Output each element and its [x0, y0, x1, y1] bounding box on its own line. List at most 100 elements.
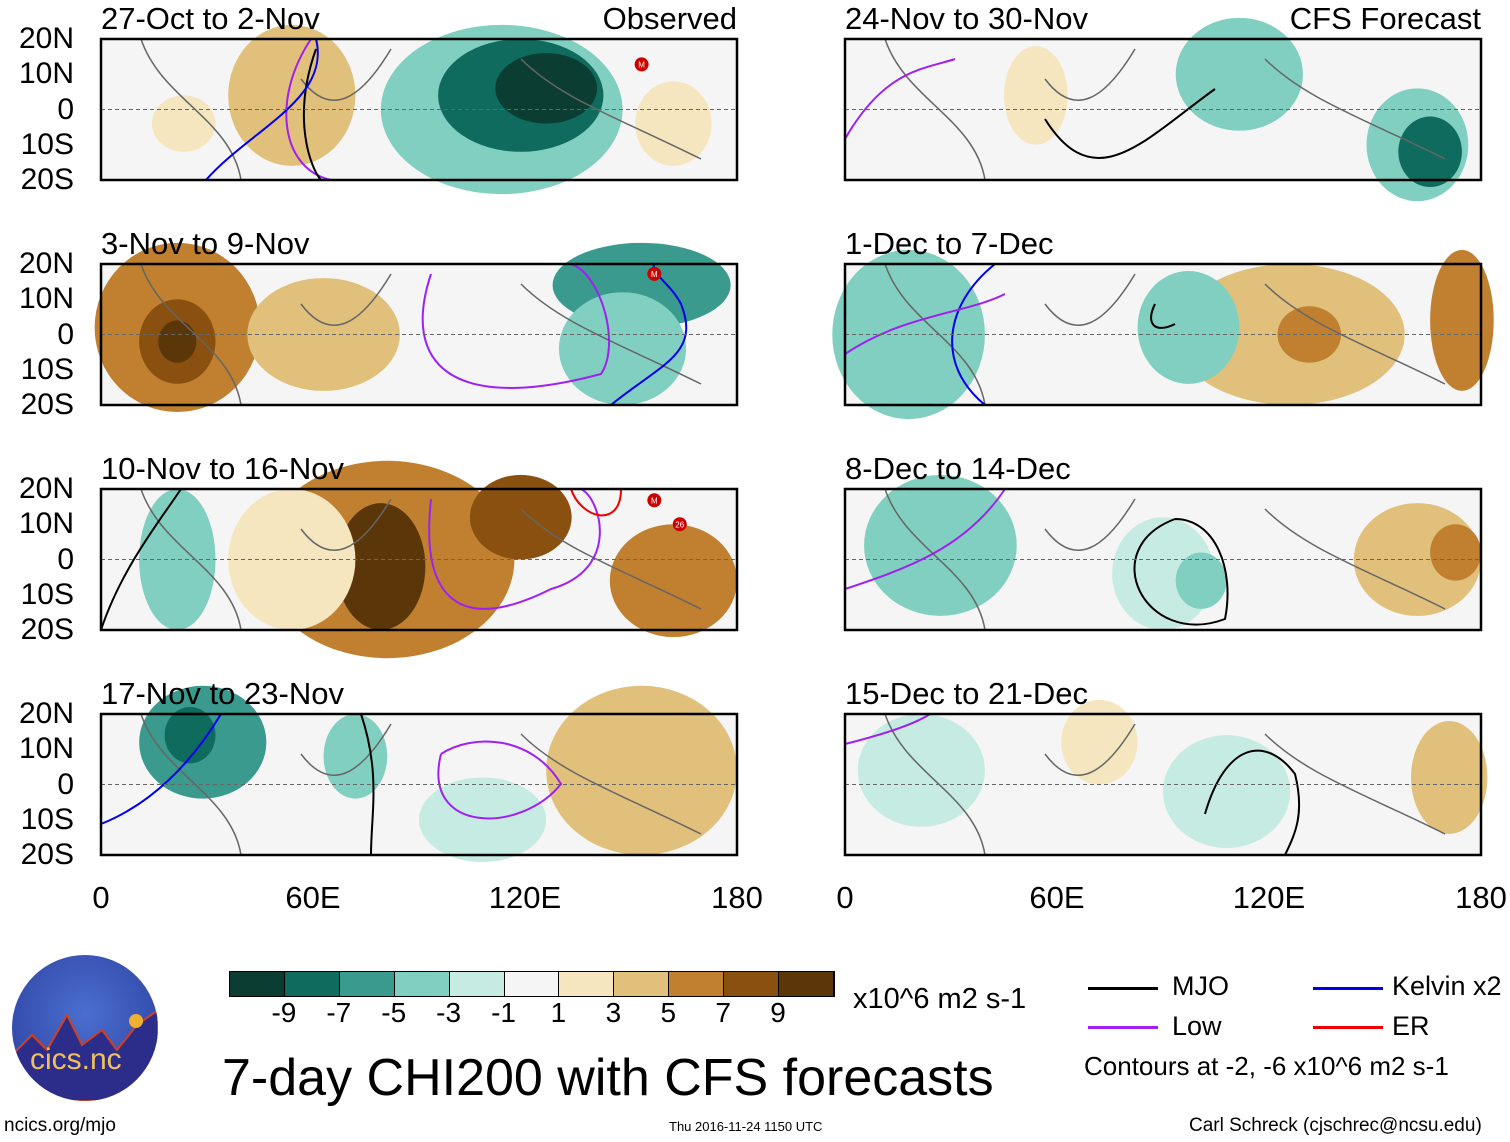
lat-label: 10S: [20, 352, 74, 386]
footer-url[interactable]: ncics.org/mjo: [4, 1115, 116, 1136]
anomaly-region: [857, 714, 985, 827]
storm-marker: [647, 493, 662, 508]
anomaly-region: [1430, 524, 1481, 581]
map-panel: [843, 474, 1483, 632]
contour-line: [570, 488, 622, 517]
legend: MJO Kelvin x2 Low ER: [1088, 970, 1508, 1041]
panel-tag: CFS Forecast: [1289, 1, 1481, 36]
contour-line: [1044, 88, 1216, 159]
lat-label: 10N: [18, 507, 74, 541]
contour-line: [437, 740, 563, 820]
colorbar-label: 5: [660, 997, 677, 1028]
legend-line-er: [1313, 1026, 1383, 1029]
lat-label: 10S: [20, 802, 74, 836]
panel-tag: Observed: [602, 1, 737, 36]
contour-line: [1133, 518, 1229, 626]
legend-line-mjo: [1088, 987, 1158, 990]
colorbar-swatch: [724, 972, 780, 996]
map-panel: M: [94, 242, 739, 413]
map-panel: [843, 17, 1483, 202]
colorbar-label: -1: [491, 997, 516, 1028]
anomaly-region: [635, 81, 712, 166]
legend-line-low: [1088, 1026, 1158, 1029]
contour-line: [844, 488, 1006, 590]
contour-line: [1204, 749, 1301, 856]
map-panel: [99, 685, 739, 863]
contour-line: [844, 713, 931, 745]
map-panel: [843, 699, 1488, 857]
lon-label: 0: [836, 880, 854, 915]
colorbar-label: 1: [550, 997, 567, 1028]
contour-line: [360, 713, 375, 856]
anomaly-region: [228, 24, 356, 166]
lon-label: 180: [1455, 880, 1507, 915]
lat-label: 0: [57, 767, 74, 801]
figure-title: 7-day CHI200 with CFS forecasts: [222, 1049, 994, 1107]
anomaly-region: [247, 278, 400, 391]
anomaly-region: [558, 292, 687, 405]
panel-title: 17-Nov to 23-Nov: [101, 676, 344, 711]
lat-label: 20N: [18, 472, 74, 505]
anomaly-region: [158, 320, 197, 363]
anomaly-region: [609, 524, 737, 638]
map-panel: M: [99, 24, 739, 195]
colorbar-swatch: [394, 972, 450, 996]
contour-line: [844, 293, 1006, 355]
storm-marker-label: M: [651, 270, 658, 279]
contour-note: Contours at -2, -6 x10^6 m2 s-1: [1084, 1051, 1449, 1081]
colorbar-swatch: [339, 972, 395, 996]
colorbar: [229, 971, 835, 997]
anomaly-region: [1430, 249, 1494, 391]
lon-label: 120E: [488, 880, 562, 915]
lon-label: 60E: [1029, 880, 1085, 915]
lat-label: 20S: [20, 838, 74, 871]
anomaly-region: [336, 503, 426, 630]
colorbar-swatch: [504, 972, 560, 996]
logo-text: cics.nc: [30, 1043, 122, 1076]
legend-label-mjo: MJO: [1172, 971, 1229, 1001]
lat-label: 10N: [18, 57, 74, 91]
colorbar-units: x10^6 m2 s-1: [853, 983, 1027, 1015]
anomaly-region: [495, 53, 598, 124]
map-panel: [832, 249, 1494, 420]
lat-label: 10S: [20, 577, 74, 611]
storm-marker-label: M: [638, 60, 645, 69]
colorbar-swatch: [559, 972, 615, 996]
lat-label: 20S: [20, 613, 74, 646]
lat-label: 0: [57, 92, 74, 126]
colorbar-swatch: [669, 972, 725, 996]
storm-marker-label: M: [651, 496, 658, 505]
panel-title: 15-Dec to 21-Dec: [845, 676, 1088, 711]
lat-label: 20N: [18, 22, 74, 55]
legend-line-kelvin: [1313, 987, 1383, 990]
panel-title: 3-Nov to 9-Nov: [101, 226, 310, 261]
contour-line: [302, 48, 322, 181]
anomaly-region: [1411, 721, 1488, 834]
anomaly-region: [1163, 735, 1291, 848]
colorbar-label: -7: [326, 997, 352, 1028]
colorbar-swatch: [284, 972, 340, 996]
storm-marker-label: 26: [675, 520, 684, 529]
lon-label: 0: [92, 880, 110, 915]
colorbar-swatch: [449, 972, 505, 996]
cics-logo: cics.nc: [12, 955, 158, 1101]
storm-marker: [634, 57, 649, 72]
anomaly-region: [419, 777, 547, 863]
anomaly-region: [469, 474, 572, 560]
legend-label-er: ER: [1392, 1011, 1430, 1041]
lon-label: 120E: [1232, 880, 1306, 915]
anomaly-region: [1004, 46, 1068, 145]
storm-marker: [672, 517, 687, 532]
anomaly-region: [323, 714, 388, 799]
storm-marker: [647, 266, 662, 281]
panel-title: 10-Nov to 16-Nov: [101, 451, 344, 486]
lat-label: 10S: [20, 127, 74, 161]
lat-label: 20S: [20, 388, 74, 421]
lon-label: 180: [711, 880, 763, 915]
contour-line: [285, 38, 332, 181]
contour-line: [100, 488, 182, 631]
lat-label: 20S: [20, 163, 74, 196]
lat-label: 10N: [18, 732, 74, 766]
colorbar-swatch: [614, 972, 670, 996]
lon-label: 60E: [285, 880, 341, 915]
